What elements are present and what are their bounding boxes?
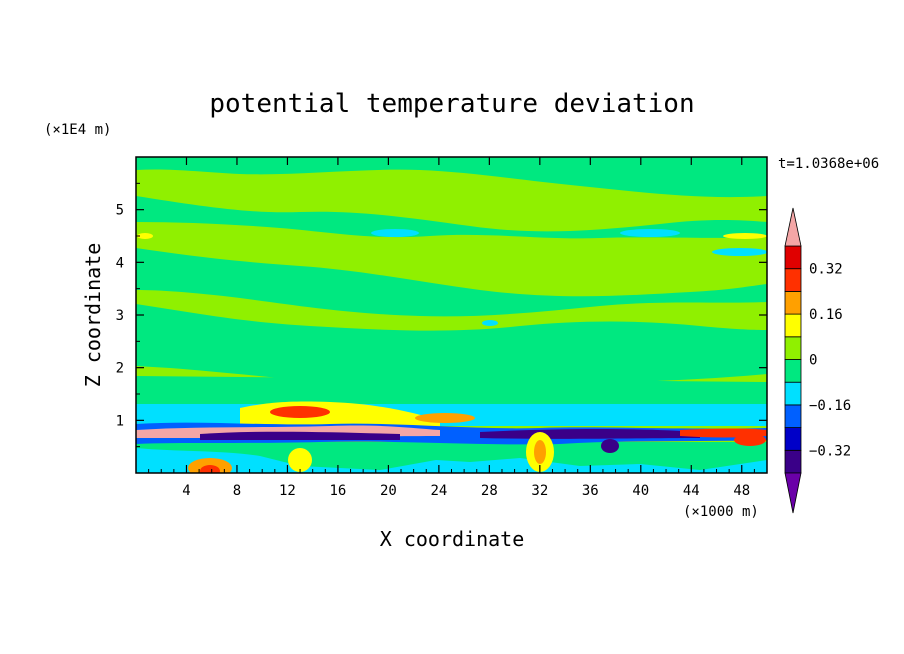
y-unit-label: (×1E4 m) (44, 122, 111, 138)
colorbar-bin (784, 359, 802, 383)
colorbar-bin (784, 404, 802, 428)
colorbar-label: −0.32 (809, 443, 851, 459)
x-unit-label: (×1000 m) (683, 504, 759, 520)
colorbar-bin (784, 381, 802, 406)
colorbar-bin (784, 427, 802, 451)
y-axis: 1 2 3 4 5 (116, 182, 767, 448)
x-tick-label: 12 (279, 483, 296, 499)
y-tick-label: 5 (116, 203, 124, 219)
colorbar-bin (784, 290, 802, 315)
y-tick-label: 1 (116, 413, 124, 429)
y-tick-label: 3 (116, 308, 124, 324)
contour-patch (620, 229, 680, 237)
contour-patch (137, 233, 153, 239)
contour-band (136, 196, 767, 239)
contour-field (136, 157, 767, 473)
contour-band (136, 376, 767, 410)
x-tick-label: 16 (329, 483, 346, 499)
colorbar-bin (784, 449, 802, 474)
contour-patch (270, 406, 330, 418)
contour-patch (200, 465, 220, 473)
contour-patch (712, 248, 767, 256)
x-tick-label: 20 (380, 483, 397, 499)
contour-patch (371, 229, 419, 237)
y-tick-label: 2 (116, 361, 124, 377)
contour-patch (723, 233, 767, 239)
y-axis-label: Z coordinate (81, 243, 105, 388)
chart-title: potential temperature deviation (209, 89, 694, 119)
colorbar-label: 0 (809, 353, 817, 369)
colorbar-bin (784, 268, 802, 292)
contour-patch (482, 320, 498, 326)
contour-patch (734, 434, 766, 446)
x-tick-label: 24 (430, 483, 447, 499)
x-axis: 4 8 12 16 20 24 28 32 36 40 44 48 (148, 157, 755, 499)
y-tick-label: 4 (116, 255, 124, 271)
colorbar-label: −0.16 (809, 398, 851, 414)
colorbar-bin (784, 336, 802, 360)
contour-band (136, 248, 767, 317)
x-tick-label: 36 (582, 483, 599, 499)
colorbar-label: 0.16 (809, 307, 843, 323)
x-tick-label: 28 (481, 483, 498, 499)
contour-patch (415, 413, 475, 423)
contour-patch (601, 439, 619, 453)
x-axis-label: X coordinate (380, 527, 525, 551)
colorbar: 0.32 0.16 0 −0.16 −0.32 (784, 207, 851, 514)
time-label: t=1.0368e+06 (778, 156, 879, 172)
colorbar-bin (784, 313, 802, 338)
x-tick-label: 32 (531, 483, 548, 499)
contour-band (136, 157, 767, 198)
colorbar-label: 0.32 (809, 262, 843, 278)
colorbar-upper-cap (784, 207, 802, 247)
colorbar-lower-cap (784, 472, 802, 514)
contour-patch (534, 440, 546, 464)
x-tick-label: 44 (683, 483, 700, 499)
contour-patch (288, 448, 312, 472)
colorbar-bin (784, 245, 802, 270)
x-tick-label: 4 (182, 483, 190, 499)
x-tick-label: 8 (233, 483, 241, 499)
contour-band (136, 304, 767, 388)
x-tick-label: 48 (733, 483, 750, 499)
contour-band (200, 431, 400, 440)
x-tick-label: 40 (632, 483, 649, 499)
